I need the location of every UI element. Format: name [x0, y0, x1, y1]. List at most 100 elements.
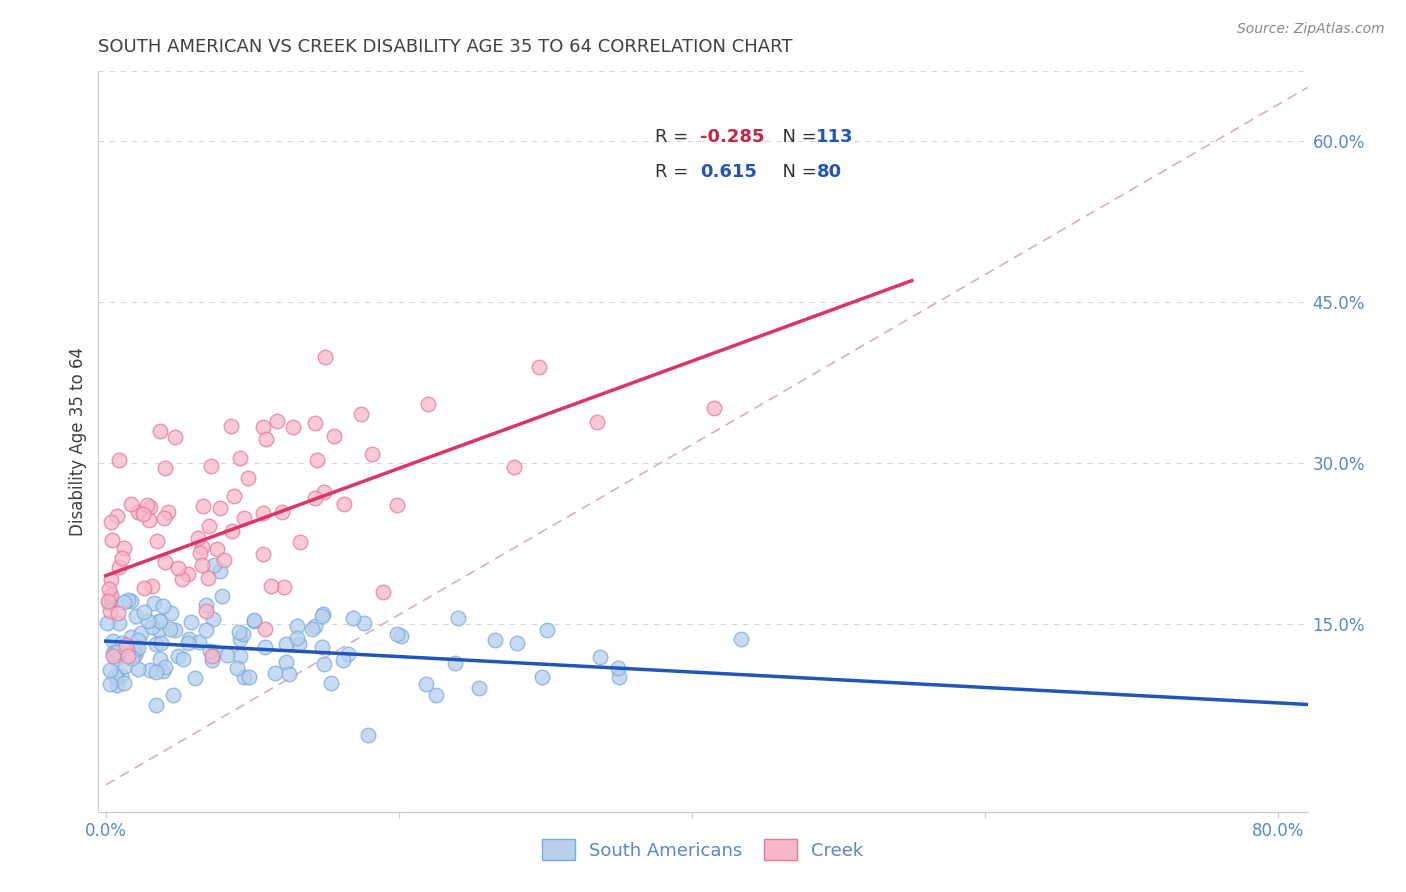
- Point: [287, 632, 309, 646]
- Point: [200, 653, 222, 667]
- Point: [120, 594, 142, 608]
- Point: [202, 612, 225, 626]
- Point: [129, 625, 152, 640]
- Point: [121, 651, 143, 665]
- Point: [536, 623, 558, 637]
- Text: N =: N =: [772, 128, 823, 145]
- Point: [188, 546, 211, 560]
- Text: R =: R =: [655, 163, 693, 181]
- Point: [254, 622, 277, 636]
- Point: [107, 607, 129, 621]
- Point: [418, 397, 440, 411]
- Point: [311, 607, 333, 621]
- Point: [446, 611, 468, 625]
- Point: [529, 359, 551, 374]
- Point: [150, 636, 173, 650]
- Point: [112, 595, 135, 609]
- Point: [153, 461, 176, 475]
- Point: [356, 728, 378, 742]
- Point: [287, 636, 309, 650]
- Point: [112, 676, 135, 690]
- Point: [114, 638, 136, 652]
- Point: [322, 429, 344, 443]
- Point: [103, 644, 125, 658]
- Point: [124, 644, 146, 658]
- Point: [97, 596, 120, 610]
- Point: [589, 649, 612, 664]
- Point: [108, 616, 131, 631]
- Point: [233, 510, 256, 524]
- Point: [226, 661, 249, 675]
- Point: [105, 671, 128, 685]
- Point: [187, 532, 209, 546]
- Point: [132, 581, 155, 595]
- Point: [111, 550, 134, 565]
- Point: [194, 604, 217, 618]
- Point: [138, 663, 160, 677]
- Point: [127, 662, 149, 676]
- Point: [97, 593, 120, 607]
- Point: [228, 625, 250, 640]
- Point: [162, 688, 184, 702]
- Point: [253, 640, 276, 655]
- Point: [152, 664, 174, 678]
- Point: [415, 677, 437, 691]
- Point: [152, 599, 174, 613]
- Point: [305, 453, 328, 467]
- Point: [503, 460, 526, 475]
- Point: [101, 533, 124, 548]
- Point: [136, 499, 159, 513]
- Point: [108, 453, 131, 467]
- Point: [607, 670, 630, 684]
- Point: [208, 501, 231, 516]
- Point: [277, 667, 299, 681]
- Point: [224, 489, 246, 503]
- Point: [606, 661, 628, 675]
- Point: [266, 415, 288, 429]
- Point: [167, 648, 190, 663]
- Point: [336, 647, 359, 661]
- Point: [98, 604, 121, 618]
- Point: [152, 511, 174, 525]
- Point: [254, 432, 277, 446]
- Point: [238, 670, 260, 684]
- Point: [201, 649, 224, 664]
- Point: [425, 688, 447, 702]
- Point: [243, 613, 266, 627]
- Text: N =: N =: [772, 163, 823, 181]
- Point: [139, 500, 162, 515]
- Text: R =: R =: [655, 128, 693, 145]
- Point: [202, 558, 225, 572]
- Point: [271, 504, 294, 518]
- Y-axis label: Disability Age 35 to 64: Disability Age 35 to 64: [69, 347, 87, 536]
- Point: [243, 614, 266, 628]
- Point: [127, 505, 149, 519]
- Point: [389, 629, 412, 643]
- Point: [101, 646, 124, 660]
- Point: [176, 635, 198, 649]
- Point: [120, 497, 142, 511]
- Text: 0.615: 0.615: [700, 163, 756, 181]
- Point: [105, 508, 128, 523]
- Point: [184, 671, 207, 685]
- Point: [311, 609, 333, 624]
- Point: [205, 541, 228, 556]
- Point: [153, 660, 176, 674]
- Point: [233, 670, 256, 684]
- Point: [143, 596, 166, 610]
- Point: [342, 610, 364, 624]
- Point: [141, 620, 163, 634]
- Point: [100, 515, 122, 529]
- Point: [228, 451, 250, 466]
- Point: [301, 622, 323, 636]
- Point: [281, 420, 304, 434]
- Point: [177, 567, 200, 582]
- Point: [484, 633, 506, 648]
- Point: [304, 491, 326, 506]
- Point: [274, 637, 297, 651]
- Text: SOUTH AMERICAN VS CREEK DISABILITY AGE 35 TO 64 CORRELATION CHART: SOUTH AMERICAN VS CREEK DISABILITY AGE 3…: [98, 38, 793, 56]
- Point: [104, 668, 127, 682]
- Point: [252, 506, 274, 520]
- Point: [136, 614, 159, 628]
- Point: [141, 579, 163, 593]
